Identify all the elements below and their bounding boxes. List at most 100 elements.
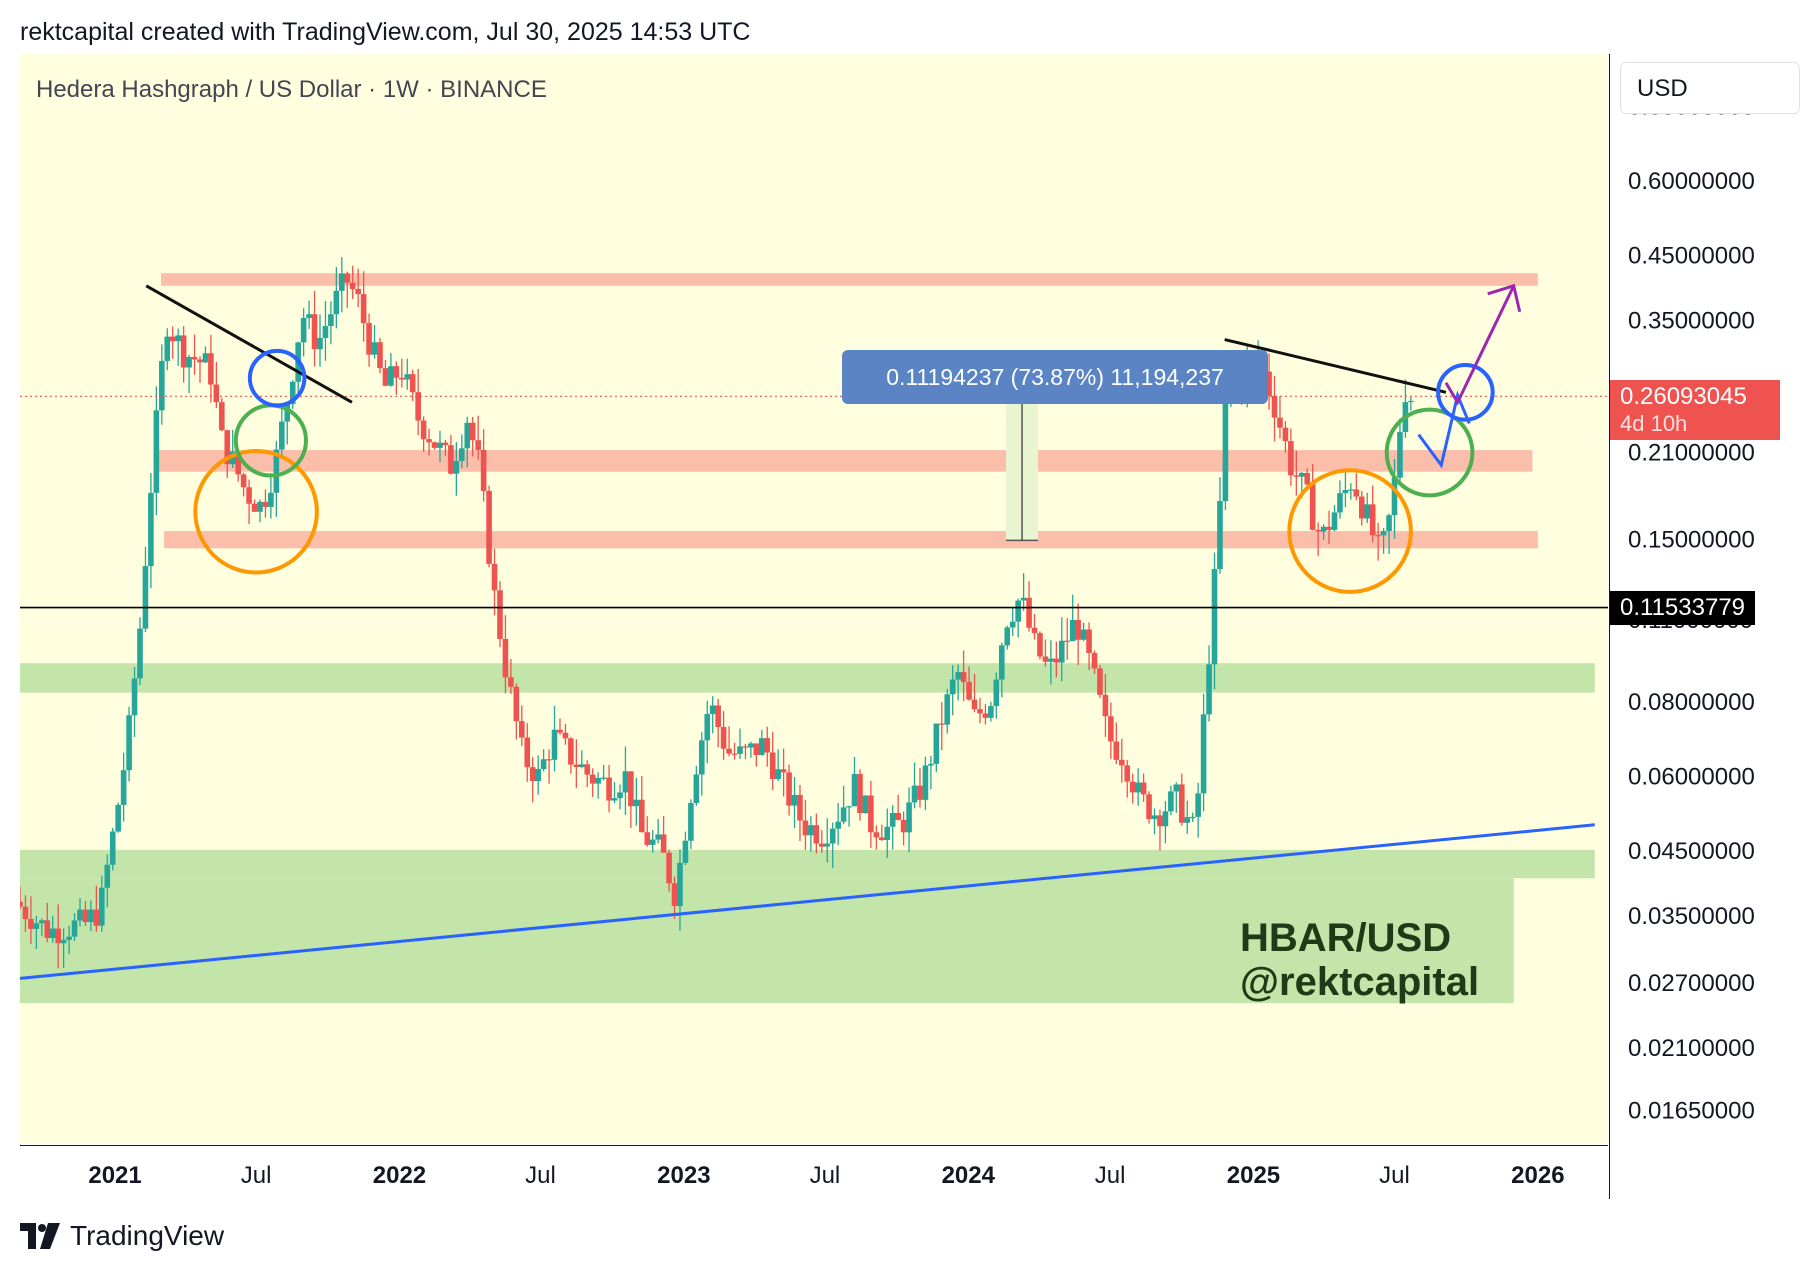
time-axis[interactable]: 2021 Jul 2022 Jul 2023 Jul 2024 Jul 2025 Jul 2026 — [20, 1145, 1608, 1199]
candle-body — [557, 729, 563, 733]
candle-body — [1337, 493, 1343, 513]
bar-countdown: 4d 10h — [1620, 411, 1688, 437]
ascending-trendline — [20, 823, 1595, 980]
candle-body — [55, 928, 61, 944]
candle-body — [655, 834, 661, 840]
candle-body — [917, 785, 923, 800]
candle-body — [1026, 597, 1032, 628]
candle-body — [153, 410, 160, 493]
candle-body — [966, 681, 972, 700]
candle-body — [617, 792, 623, 799]
candle-body — [240, 474, 247, 488]
projection-arrow-head — [1487, 283, 1522, 313]
candle-body — [993, 679, 1000, 707]
candle-body — [251, 503, 258, 512]
price-tick-label: 0.21000000 — [1628, 440, 1755, 467]
time-axis-ticks: 2021 Jul 2022 Jul 2023 Jul 2024 Jul 2025 Jul 2026 — [88, 1162, 1564, 1189]
candle-body — [682, 840, 689, 863]
candle-body — [1080, 629, 1087, 640]
candle-body — [1200, 714, 1207, 794]
candle-body — [169, 336, 176, 342]
candle-body — [109, 831, 116, 865]
measure-label: 0.11194237 (73.87%) 11,194,237 — [842, 350, 1268, 404]
candle-body — [928, 763, 934, 766]
candle-body — [660, 834, 667, 853]
candle-body — [1288, 441, 1294, 476]
candle-body — [99, 887, 105, 926]
candle-body — [1326, 526, 1332, 530]
candle-body — [906, 802, 912, 833]
candle-body — [459, 448, 465, 461]
candle-body — [377, 342, 383, 369]
price-axis[interactable]: 0.800000000.600000000.450000000.35000000… — [1609, 54, 1810, 1199]
blue-circle — [1436, 363, 1495, 422]
projection-arrow-purple — [1444, 285, 1516, 406]
candle-body — [900, 819, 907, 833]
candle-body — [279, 421, 285, 450]
candle-body — [666, 852, 672, 884]
candle-body — [998, 645, 1005, 680]
candle-body — [404, 374, 411, 380]
candle-body — [704, 714, 711, 741]
candle-body — [82, 909, 89, 923]
candle-body — [20, 901, 23, 907]
candlestick-chart[interactable] — [20, 54, 1608, 1144]
candle-body — [349, 282, 356, 289]
tradingview-footer[interactable]: TradingView — [20, 1220, 224, 1252]
candle-body — [671, 883, 678, 907]
candle-body — [1069, 619, 1076, 642]
candle-body — [633, 799, 640, 807]
candle-body — [1222, 384, 1229, 502]
candle-body — [426, 439, 432, 443]
candle-body — [355, 288, 361, 295]
chart-plot-area[interactable]: Hedera Hashgraph / US Dollar · 1W · BINA… — [20, 54, 1608, 1144]
candle-body — [813, 825, 820, 844]
candle-body — [508, 677, 514, 687]
resistance-zone — [157, 450, 1533, 472]
candle-body — [884, 826, 891, 841]
price-tick-label: 0.04500000 — [1628, 838, 1755, 865]
price-tick-label: 0.08000000 — [1628, 689, 1755, 716]
candle-body — [628, 771, 634, 807]
candle-body — [977, 709, 983, 714]
candle-body — [502, 638, 509, 678]
candle-body — [1086, 629, 1092, 653]
candle-body — [933, 723, 940, 764]
candle-body — [28, 919, 34, 929]
candle-body — [911, 785, 918, 803]
candle-body — [333, 290, 340, 315]
candle-body — [524, 737, 531, 768]
candle-body — [1369, 504, 1376, 536]
candle-body — [775, 769, 781, 779]
candle-body — [846, 806, 852, 808]
candle-body — [344, 273, 351, 283]
candle-body — [191, 356, 198, 360]
candle-body — [262, 501, 269, 507]
candle-body — [1173, 784, 1180, 792]
price-tick-label: 0.03500000 — [1628, 903, 1755, 930]
candle-body — [469, 422, 476, 441]
candle-body — [540, 759, 547, 770]
currency-selector[interactable]: USD — [1620, 62, 1800, 114]
watermark-author: @rektcapital — [1240, 960, 1480, 1004]
candle-body — [922, 765, 929, 800]
candle-body — [497, 590, 503, 639]
candle-body — [33, 923, 40, 929]
price-tick-label: 0.15000000 — [1628, 527, 1755, 554]
candle-body — [1048, 658, 1054, 662]
blue-circle — [247, 348, 307, 408]
candle-body — [382, 368, 389, 386]
candle-body — [66, 936, 72, 940]
candle-body — [39, 920, 45, 924]
candle-body — [1178, 784, 1185, 823]
candle-body — [71, 920, 78, 937]
candle-body — [584, 764, 591, 775]
candle-body — [1113, 741, 1120, 760]
candle-body — [1195, 793, 1201, 817]
candle-body — [758, 738, 765, 755]
candle-body — [600, 777, 607, 779]
candle-body — [1408, 400, 1414, 403]
candle-body — [769, 752, 776, 779]
candle-body — [322, 326, 329, 338]
candle-body — [573, 764, 580, 768]
